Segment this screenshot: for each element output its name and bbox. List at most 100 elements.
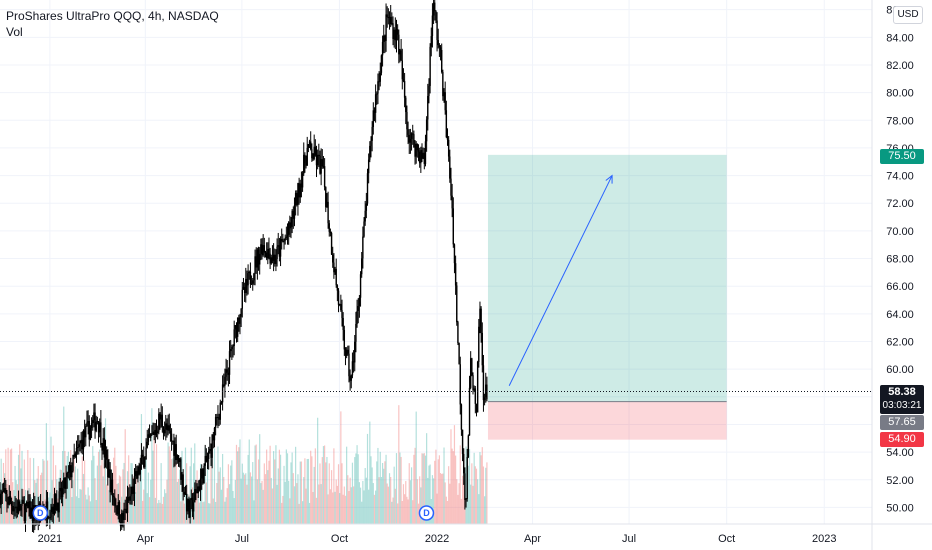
volume-bar <box>261 480 263 524</box>
volume-bar <box>376 461 378 524</box>
candle-body <box>362 236 364 259</box>
candle-body <box>213 427 216 441</box>
volume-bar <box>154 497 156 524</box>
y-tick-label: 60.00 <box>886 364 914 376</box>
candle-body <box>425 119 428 142</box>
volume-bar <box>279 454 282 524</box>
candle-body <box>275 258 277 264</box>
volume-bar <box>386 483 388 524</box>
candle-body <box>399 50 401 55</box>
candle-body <box>101 445 103 451</box>
candle-body <box>15 506 17 508</box>
y-tick-label: 84.00 <box>886 32 914 44</box>
candle-body <box>283 240 285 243</box>
candle-body <box>207 451 210 459</box>
volume-bar <box>263 463 265 524</box>
trend-arrow[interactable] <box>508 174 613 386</box>
volume-bar <box>48 497 50 524</box>
candle-body <box>182 474 184 492</box>
candle-body <box>468 387 471 436</box>
stop-zone[interactable] <box>487 401 727 440</box>
dividend-icon[interactable] <box>32 505 49 521</box>
target-zone[interactable] <box>487 154 727 402</box>
candle-body <box>139 464 141 475</box>
candle-body <box>323 166 326 188</box>
candle-body <box>245 279 247 293</box>
candle-body <box>343 330 346 350</box>
candle-body <box>126 496 129 513</box>
candle-body <box>328 223 330 232</box>
volume-bar <box>311 456 313 524</box>
volume-bar <box>74 466 76 524</box>
candle-body <box>313 146 315 159</box>
candle-body <box>374 94 377 113</box>
candlestick-series <box>0 0 488 533</box>
volume-bar <box>395 453 398 524</box>
volume-bar <box>306 459 308 524</box>
y-tick-label: 72.00 <box>886 198 914 210</box>
volume-bar <box>227 464 229 524</box>
volume-bar <box>372 483 374 524</box>
candle-body <box>211 434 213 458</box>
volume-bar <box>246 484 248 524</box>
volume-bar <box>271 488 274 524</box>
candle-body <box>163 429 166 434</box>
volume-bar <box>179 469 181 524</box>
candle-body <box>279 238 282 257</box>
volume-bar <box>412 500 414 524</box>
volume-bar <box>228 484 231 524</box>
volume-bar <box>148 497 151 524</box>
arrow-line[interactable] <box>508 175 613 386</box>
candle-body <box>352 361 355 363</box>
volume-bar <box>420 487 422 524</box>
volume-bar <box>424 455 427 524</box>
dividend-icon[interactable] <box>418 505 435 521</box>
candle-body <box>78 444 80 448</box>
volume-bar <box>99 449 101 524</box>
candle-body <box>231 346 233 350</box>
volume-label[interactable]: Vol <box>6 25 23 39</box>
candle-body <box>395 29 398 41</box>
price-axis[interactable]: 50.0052.0054.0056.0058.0060.0062.0064.00… <box>871 0 914 550</box>
candle-body <box>416 143 419 151</box>
candle-body <box>59 487 61 492</box>
currency-badge[interactable]: USD <box>893 6 923 24</box>
candle-body <box>412 133 414 135</box>
volume-bar <box>242 472 245 524</box>
volume-bar <box>400 456 402 524</box>
volume-bar <box>119 476 122 524</box>
volume-bar <box>384 461 386 524</box>
volume-bar <box>162 496 165 524</box>
candle-body <box>218 417 220 420</box>
candle-body <box>194 489 196 503</box>
symbol-title[interactable]: ProShares UltraPro QQQ, 4h, NASDAQ <box>6 9 219 23</box>
arrow-head <box>605 174 613 184</box>
volume-bar <box>78 497 80 524</box>
volume-bar <box>158 499 160 524</box>
volume-bar <box>102 476 104 524</box>
candle-body <box>224 376 226 386</box>
candle-body <box>403 81 406 98</box>
volume-bar <box>416 479 418 524</box>
volume-bar <box>387 486 389 524</box>
time-axis[interactable]: 2021 Apr Jul Oct 2022 Apr Jul Oct 2023 <box>0 523 932 545</box>
volume-bar <box>203 501 205 524</box>
candle-body <box>409 138 412 143</box>
x-tick-label: Jul <box>235 533 249 545</box>
candle-body <box>176 455 179 461</box>
candle-body <box>381 41 384 56</box>
candle-body <box>380 55 383 73</box>
candle-body <box>393 29 395 39</box>
volume-bar <box>122 469 124 524</box>
candle-body <box>130 494 132 497</box>
candle-body <box>71 470 73 478</box>
volume-bar <box>14 465 16 524</box>
candle-body <box>475 403 478 413</box>
long-position-tool[interactable] <box>487 154 727 440</box>
volume-bar <box>87 487 89 524</box>
volume-bar <box>285 449 287 524</box>
candle-body <box>355 324 357 342</box>
volume-bar <box>139 478 141 524</box>
volume-bar <box>477 479 479 524</box>
